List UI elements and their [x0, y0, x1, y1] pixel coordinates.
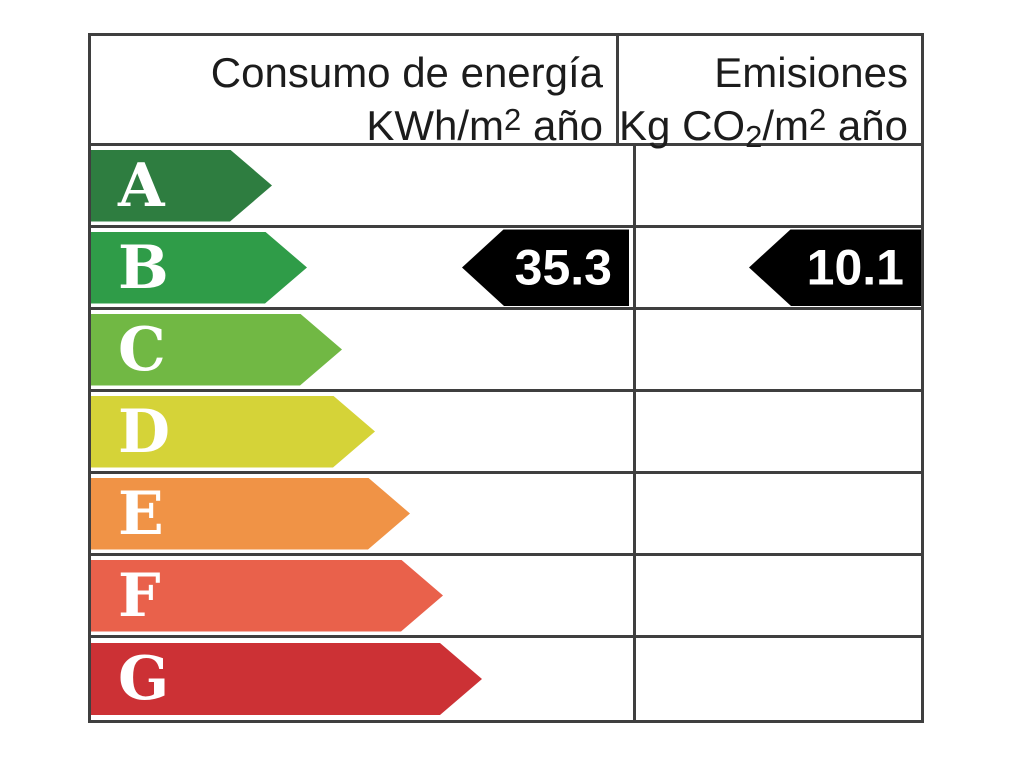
consumo-cell-a: A [91, 146, 636, 225]
emisiones-result-arrow: 10.1 [749, 229, 921, 306]
header-emisiones-units: Kg CO2/m2 año [619, 102, 908, 154]
rating-row-a: A [91, 146, 921, 228]
emisiones-cell-e [636, 474, 921, 553]
rating-letter: F [118, 560, 161, 631]
rating-letter: D [118, 396, 171, 467]
emisiones-cell-d [636, 392, 921, 471]
header-emisiones-line1: Emisiones [714, 49, 908, 96]
emisiones-cell-g [636, 638, 921, 720]
emisiones-cell-c [636, 310, 921, 389]
header-consumo-units: KWh/m2 año [366, 102, 604, 149]
consumo-cell-g: G [91, 638, 636, 720]
rating-letter: G [118, 644, 170, 714]
rating-row-e: E [91, 474, 921, 556]
rating-bar-e: E [91, 478, 410, 550]
consumo-cell-d: D [91, 392, 636, 471]
rating-bar-g: G [91, 643, 482, 715]
rating-letter: C [118, 314, 166, 385]
rating-bar-d: D [91, 396, 375, 468]
energy-label-table: Consumo de energía KWh/m2 año Emisiones … [88, 33, 924, 723]
rating-row-d: D [91, 392, 921, 474]
rating-letter: A [118, 150, 165, 221]
table-header-row: Consumo de energía KWh/m2 año Emisiones … [91, 36, 921, 154]
consumo-cell-c: C [91, 310, 636, 389]
emisiones-cell-a [636, 146, 921, 225]
emisiones-cell-b: 10.1 [636, 228, 921, 307]
rating-bar-f: F [91, 560, 443, 632]
rating-bar-a: A [91, 150, 272, 222]
rating-rows: A B 35.3 10.1 C D E F G [91, 146, 921, 720]
header-emisiones: Emisiones Kg CO2/m2 año [619, 36, 921, 154]
consumo-cell-f: F [91, 556, 636, 635]
rating-row-c: C [91, 310, 921, 392]
rating-bar-c: C [91, 314, 342, 386]
rating-bar-b: B [91, 232, 307, 304]
rating-letter: E [118, 478, 164, 549]
rating-row-g: G [91, 638, 921, 720]
header-consumo: Consumo de energía KWh/m2 año [91, 36, 620, 149]
header-consumo-line1: Consumo de energía [210, 49, 604, 96]
consumo-cell-b: B 35.3 [91, 228, 636, 307]
rating-row-b: B 35.3 10.1 [91, 228, 921, 310]
consumo-result-arrow: 35.3 [462, 229, 629, 306]
rating-letter: B [118, 232, 169, 303]
rating-row-f: F [91, 556, 921, 638]
consumo-cell-e: E [91, 474, 636, 553]
emisiones-cell-f [636, 556, 921, 635]
